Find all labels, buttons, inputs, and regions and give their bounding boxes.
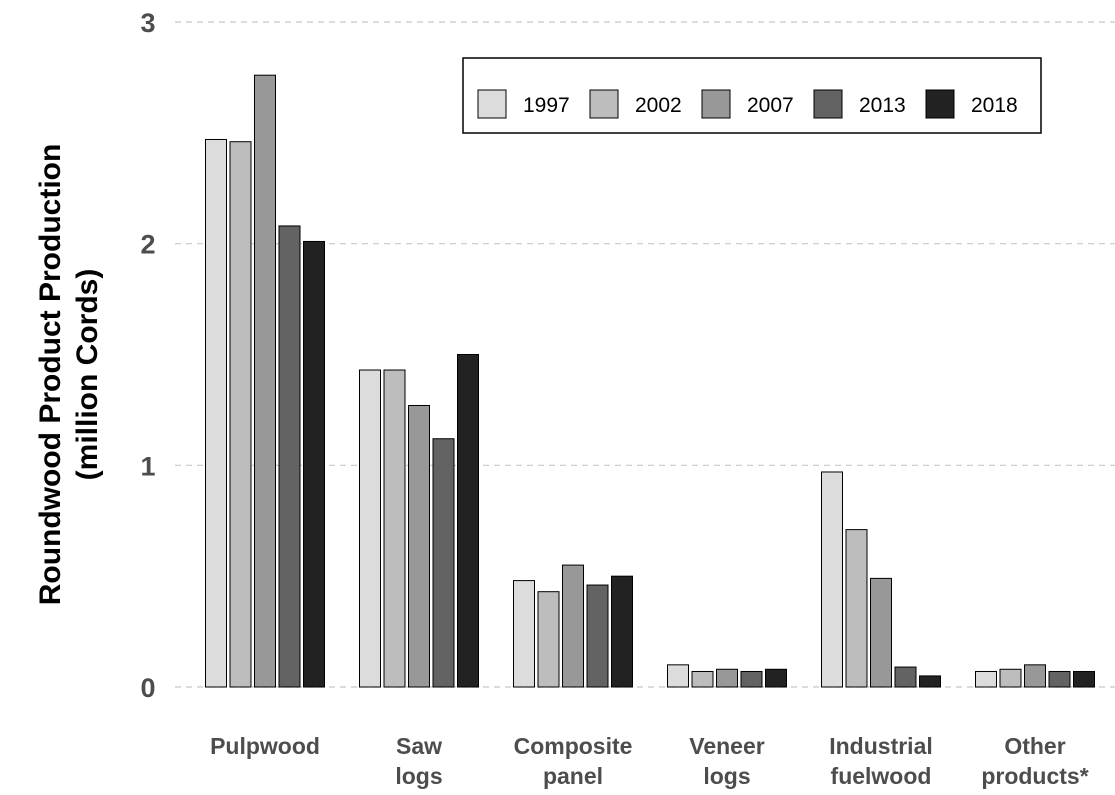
legend-swatch <box>477 89 507 119</box>
x-tick-label: Veneer logs <box>689 733 764 789</box>
bar <box>537 591 560 688</box>
bar <box>278 225 301 688</box>
y-tick-labels: 0 1 2 3 <box>140 8 155 703</box>
bars <box>205 74 1095 688</box>
legend-label: 2018 <box>971 94 1018 117</box>
bar <box>229 141 252 688</box>
bar <box>383 369 406 688</box>
bar <box>894 666 917 688</box>
bar <box>1073 670 1095 688</box>
bar <box>740 670 763 688</box>
x-tick-label: Saw logs <box>395 733 442 789</box>
legend-swatch <box>925 89 955 119</box>
bar <box>408 404 430 688</box>
bar <box>432 438 455 688</box>
legend-label: 2013 <box>859 94 906 117</box>
bar <box>845 529 868 688</box>
legend-label: 2002 <box>635 94 682 117</box>
bar <box>765 668 787 688</box>
bar <box>205 138 227 688</box>
y-tick-label: 1 <box>140 451 155 481</box>
bar <box>691 670 714 688</box>
bar <box>513 580 535 688</box>
bar <box>457 354 479 688</box>
y-axis-label-line: (million Cords) <box>71 269 104 481</box>
x-tick-label: Industrial fuelwood <box>829 733 933 789</box>
x-tick-label: Composite panel <box>514 733 633 789</box>
bar <box>254 74 276 688</box>
bar <box>716 668 738 688</box>
x-tick-labels: Pulpwood Saw logs Composite panel Veneer logs I… <box>210 733 1089 789</box>
y-axis-label: Roundwood Product Production (million Cor… <box>34 144 104 606</box>
x-tick-label: Pulpwood <box>210 733 320 759</box>
y-tick-label: 3 <box>140 8 155 38</box>
legend-label: 1997 <box>523 94 570 117</box>
bar <box>303 240 325 688</box>
bar <box>1048 670 1071 688</box>
bar <box>611 575 633 688</box>
legend-swatch <box>813 89 843 119</box>
bar <box>667 664 689 688</box>
bar <box>359 369 381 688</box>
legend-swatch <box>589 89 619 119</box>
y-tick-label: 2 <box>140 230 155 260</box>
grid-lines <box>175 21 1115 688</box>
bar <box>1024 664 1046 688</box>
bar <box>562 564 584 688</box>
x-tick-label: Other products* <box>981 733 1088 789</box>
bar <box>999 668 1022 688</box>
bar <box>586 584 609 688</box>
legend-swatch <box>701 89 731 119</box>
legend-label: 2007 <box>747 94 794 117</box>
legend: 1997 2002 2007 2013 2018 <box>462 57 1042 134</box>
bar <box>821 471 843 688</box>
bar <box>919 675 941 688</box>
bar <box>975 670 997 688</box>
bar <box>870 577 892 688</box>
y-axis-label-line: Roundwood Product Production <box>34 144 67 606</box>
y-tick-label: 0 <box>140 673 155 703</box>
